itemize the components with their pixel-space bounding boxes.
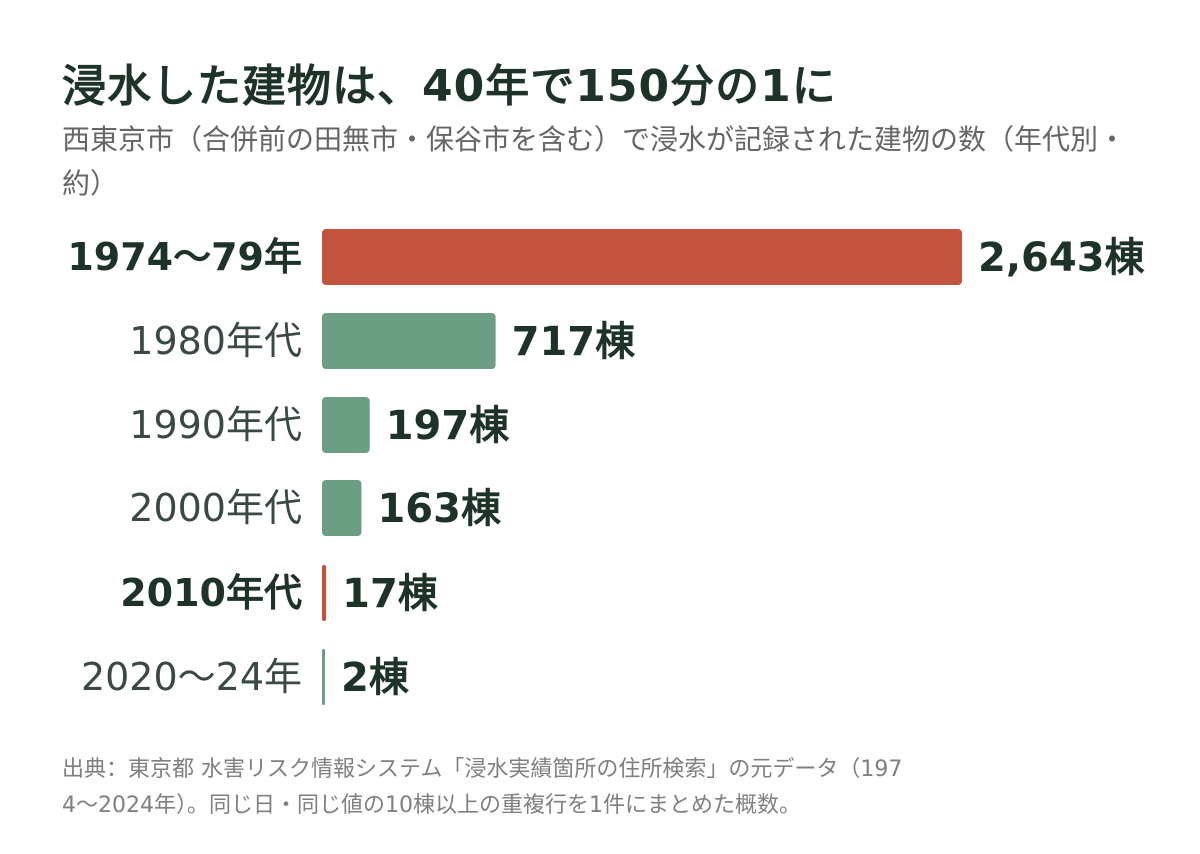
bar [322,649,325,705]
value-label: 163棟 [377,486,501,532]
value-label: 2棟 [341,655,410,701]
source-line-1: 出典：東京都 水害リスク情報システム「浸水実績箇所の住所検索」の元データ（197 [62,757,903,782]
value-label: 717棟 [512,319,636,365]
category-label: 1980年代 [129,319,302,363]
bar [322,565,327,621]
category-label: 1974〜79年 [67,235,302,279]
value-label: 17棟 [342,571,439,617]
value-label: 2,643棟 [978,235,1146,281]
bar-chart: 1974〜79年 2,643棟 1980年代 717棟 1990年代 197棟 2000年代… [67,229,1146,705]
category-label: 1990年代 [129,403,302,447]
bar [322,397,370,453]
value-label: 197棟 [386,403,510,449]
source-note: 出典：東京都 水害リスク情報システム「浸水実績箇所の住所検索」の元データ（197… [62,752,1152,824]
bar [322,480,362,536]
category-label: 2020〜24年 [81,655,302,699]
chart-title: 浸水した建物は、40年で150分の1に [62,61,837,112]
category-label: 2000年代 [129,486,302,530]
bar [322,229,962,285]
bar [322,313,496,369]
source-line-2: 4〜2024年）。同じ日・同じ値の10棟以上の重複行を1件にまとめた概数。 [62,793,801,818]
category-label: 2010年代 [120,571,302,615]
chart-subtitle: 西東京市（合併前の田無市・保谷市を含む）で浸水が記録された建物の数（年代別・約） [62,123,1127,200]
